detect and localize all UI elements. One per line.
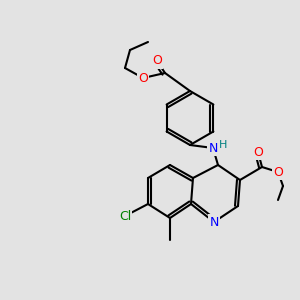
Text: N: N — [208, 142, 218, 154]
Text: O: O — [152, 55, 162, 68]
Text: O: O — [273, 166, 283, 178]
Text: O: O — [253, 146, 263, 158]
Text: N: N — [209, 215, 219, 229]
Text: H: H — [219, 140, 227, 150]
Text: Cl: Cl — [119, 209, 131, 223]
Text: O: O — [138, 71, 148, 85]
